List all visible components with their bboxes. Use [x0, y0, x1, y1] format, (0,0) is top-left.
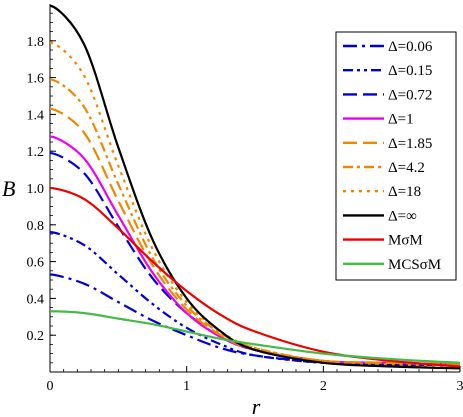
y-tick-label: 0.8 [27, 219, 45, 234]
y-tick-label: 1.8 [27, 35, 45, 50]
tick-marks: 0 1 2 3 0.2 0.4 0.6 0.8 1.0 1.2 1.4 1.6 1.8 [27, 12, 463, 394]
y-tick-label: 1.6 [27, 72, 45, 87]
series-line-9 [49, 310, 461, 364]
series-line-0 [49, 273, 461, 366]
series-line-7 [49, 4, 461, 370]
series-line-1 [49, 231, 461, 366]
y-tick-label: 1.0 [27, 182, 45, 197]
x-tick-label: 3 [457, 379, 463, 394]
y-tick-label: 0.2 [27, 329, 45, 344]
legend-label: Δ=18 [388, 184, 421, 200]
y-tick-label: 1.2 [27, 145, 45, 160]
series-layer [49, 4, 461, 370]
legend-label: Δ=∞ [388, 208, 417, 224]
x-tick-label: 1 [183, 379, 190, 394]
legend: Δ=0.06 Δ=0.15 Δ=0.72 Δ=1 Δ=1.85 Δ=4.2 Δ=18 Δ=∞ M… [335, 31, 457, 281]
y-tick-label: 1.4 [27, 108, 45, 123]
x-tick-label: 2 [320, 379, 327, 394]
x-axis-label: r [252, 394, 261, 417]
series-line-3 [49, 135, 461, 366]
legend-label: Δ=4.2 [388, 160, 425, 176]
legend-label: Δ=0.72 [388, 87, 432, 103]
y-tick-label: 0.4 [27, 292, 45, 307]
legend-label: Δ=0.06 [388, 39, 433, 55]
series-line-6 [49, 41, 461, 368]
legend-label: Δ=1 [388, 112, 414, 128]
legend-label: Δ=0.15 [388, 63, 432, 79]
legend-label: Δ=1.85 [388, 136, 432, 152]
series-line-4 [49, 107, 461, 366]
y-axis-label: B [2, 176, 15, 201]
x-tick-label: 0 [47, 379, 54, 394]
legend-label: MCSσM [388, 257, 441, 273]
legend-label: MσM [388, 233, 423, 249]
y-tick-label: 0.6 [27, 256, 45, 271]
